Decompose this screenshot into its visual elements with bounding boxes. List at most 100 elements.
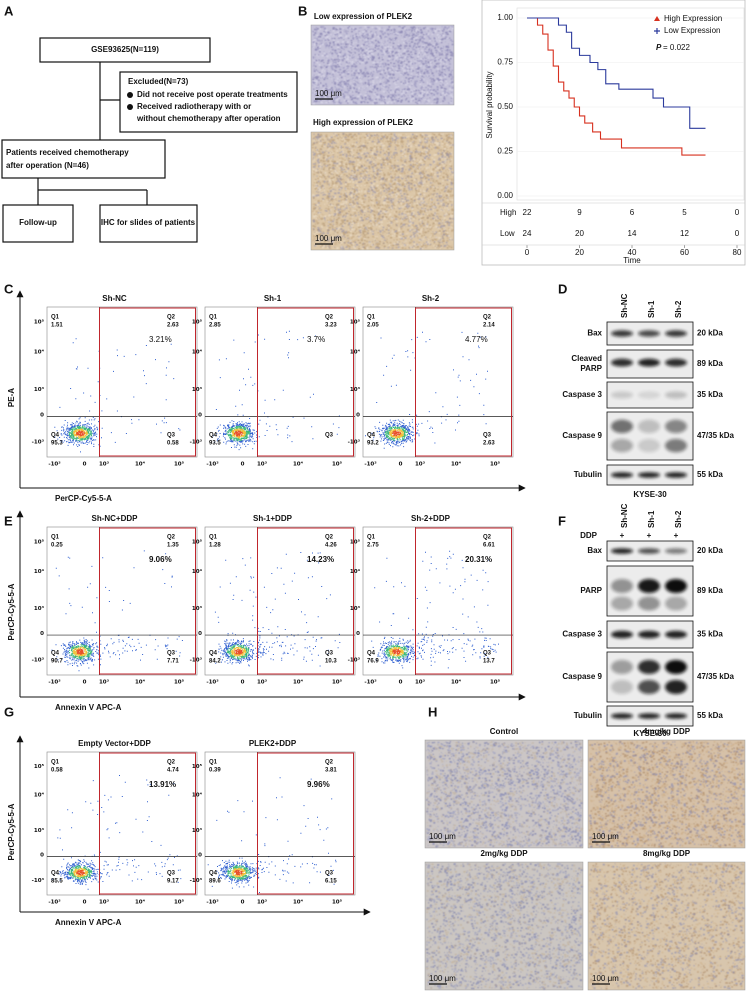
flow-box <box>99 204 198 243</box>
image-title: Low expression of PLEK2 <box>314 12 413 21</box>
y-tick-label: 10⁵ <box>350 319 361 326</box>
x-tick-label: 10³ <box>99 679 110 686</box>
survival-curve <box>527 17 706 129</box>
tissue-texture <box>426 741 583 848</box>
quadrant-value: 93.5 <box>209 441 221 447</box>
cytometry-events <box>68 425 93 441</box>
lane-label: Sh-NC <box>620 503 629 528</box>
plot-title: Sh-1+DDP <box>253 514 293 523</box>
flow-text: Patients received chemotherapy <box>6 148 129 157</box>
y-tick-label: 0 <box>40 852 44 858</box>
risk-count: 9 <box>577 208 582 217</box>
flow-text: Did not receive post operate treatments <box>137 90 288 99</box>
plot-title: Empty Vector+DDP <box>78 739 151 748</box>
y-tick-label: 0 <box>356 413 360 419</box>
quadrant-name: Q4 <box>367 651 376 657</box>
panel-letter: H <box>428 704 437 719</box>
flow-text: without chemotherapy after operation <box>136 114 281 123</box>
tissue-texture <box>426 863 584 989</box>
panel-letter: C <box>4 281 14 296</box>
quadrant-name: Q3 <box>167 433 176 439</box>
panel-letter: E <box>4 513 13 528</box>
x-axis-label: Annexin V APC-A <box>55 703 122 712</box>
protein-label: Tubulin <box>574 711 602 720</box>
y-tick-label: 10⁵ <box>192 763 203 770</box>
blot-band <box>665 419 687 434</box>
flow-box <box>1 139 166 179</box>
scale-label: 100 μm <box>315 89 342 98</box>
x-tick-label: 10⁵ <box>174 899 185 906</box>
blot-band <box>611 419 633 434</box>
protein-label: Bax <box>587 329 602 338</box>
y-tick-label: 10³ <box>34 386 45 393</box>
y-tick-label: 10⁵ <box>34 538 45 545</box>
blot-band <box>665 358 687 367</box>
x-tick-label: 10⁴ <box>135 899 146 906</box>
size-label: 20 kDa <box>697 329 723 338</box>
risk-count: 0 <box>735 229 740 238</box>
quadrant-name: Q4 <box>51 433 60 439</box>
y-tick-label: 10⁴ <box>350 568 361 575</box>
x-tick-label: 10⁴ <box>293 461 304 468</box>
x-axis-label: Time <box>623 256 641 265</box>
protein-label: Caspase 3 <box>562 390 602 399</box>
y-tick-label: 10³ <box>34 827 45 834</box>
y-tick-label: 10⁴ <box>192 791 203 798</box>
risk-count: 20 <box>575 229 584 238</box>
quadrant-value: 0.58 <box>51 768 63 774</box>
blot-band <box>638 438 660 453</box>
km-plot-frame <box>516 7 745 201</box>
quadrant-value: 10.3 <box>325 659 337 665</box>
cytometry-events <box>72 646 88 657</box>
protein-label: Caspase 9 <box>562 431 602 440</box>
quadrant-name: Q2 <box>167 535 176 541</box>
x-tick-label: 10⁴ <box>293 899 304 906</box>
blot-band <box>611 438 633 453</box>
p-value: = 0.022 <box>663 43 690 52</box>
y-tick-label: -10³ <box>32 657 45 664</box>
cytometry-events <box>389 428 404 439</box>
y-tick-label: 10³ <box>350 386 361 393</box>
y-tick-label: 10³ <box>34 605 45 612</box>
gate-percent: 9.06% <box>149 555 172 564</box>
gate-percent: 9.96% <box>307 780 330 789</box>
y-tick-label: 10⁴ <box>350 349 361 356</box>
x-tick-label: 0 <box>525 248 530 257</box>
blot-band <box>611 596 633 611</box>
treatment-mark: + <box>647 531 652 540</box>
y-tick-label: 10³ <box>192 827 203 834</box>
scale-label: 100 μm <box>592 832 619 841</box>
x-tick-label: 10³ <box>99 461 110 468</box>
quadrant-name: Q2 <box>167 760 176 766</box>
blot-band <box>611 680 633 694</box>
image-title: 4mg/kg DDP <box>643 727 691 736</box>
blot-band <box>638 680 660 694</box>
x-tick-label: 60 <box>680 248 689 257</box>
flow-text: Received radiotherapy with or <box>137 102 251 111</box>
quadrant-value: 0.25 <box>51 543 63 549</box>
tissue-texture <box>589 863 745 990</box>
quadrant-value: 2.85 <box>209 323 221 329</box>
x-tick-label: 80 <box>733 248 742 257</box>
lane-label: Sh-2 <box>674 300 683 318</box>
quadrant-name: Q3 <box>167 651 176 657</box>
cytometry-events <box>72 867 89 878</box>
cytometry-events <box>76 648 84 655</box>
y-tick-label: 10⁴ <box>192 568 203 575</box>
gate-percent: 4.77% <box>465 335 488 344</box>
y-tick-label: 10⁵ <box>34 763 45 770</box>
cytometry-events <box>68 865 93 880</box>
quadrant-value: 0.58 <box>167 441 179 447</box>
x-tick-label: 10⁴ <box>293 679 304 686</box>
quadrant-value: 84.2 <box>209 659 221 665</box>
quadrant-name: Q1 <box>367 315 376 321</box>
y-tick-label: 10³ <box>192 605 203 612</box>
blot-band <box>638 596 660 611</box>
blot-band <box>611 358 633 367</box>
quadrant-name: Q1 <box>51 760 60 766</box>
risk-row-label: Low <box>500 229 515 238</box>
quadrant-name: Q2 <box>483 535 492 541</box>
treatment-mark: + <box>620 531 625 540</box>
x-tick-label: -10³ <box>48 679 61 686</box>
